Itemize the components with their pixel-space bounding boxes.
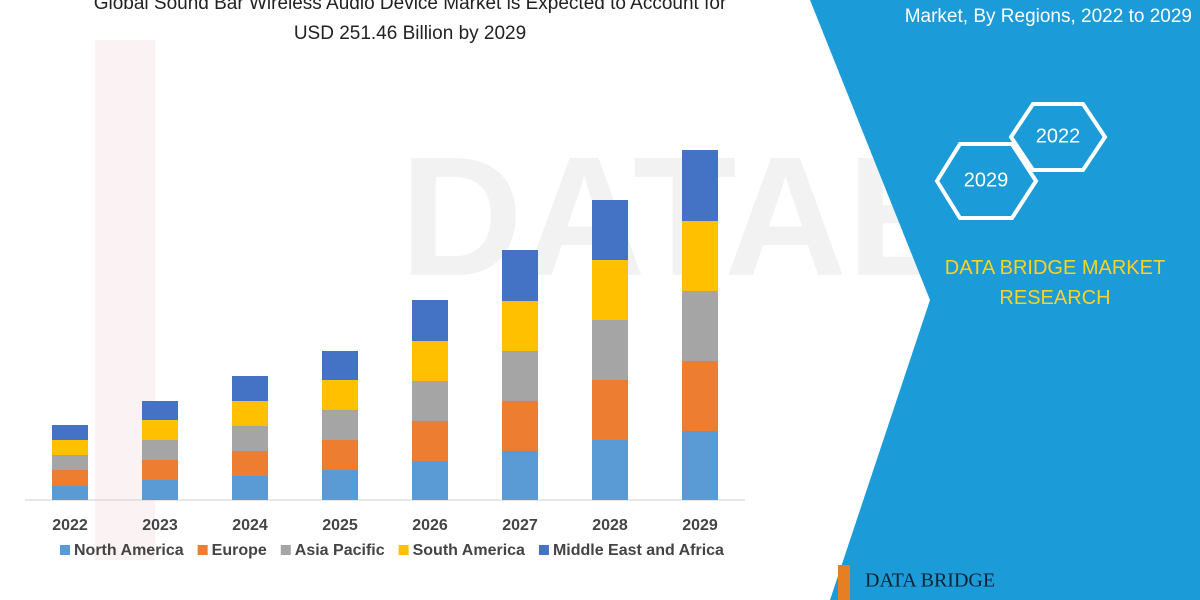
bar-segment <box>502 401 538 451</box>
bar-segment <box>412 300 448 341</box>
brand-box: DATA BRIDGE MARKET RESEARCH <box>944 257 1166 309</box>
side-title-box: Global Sound Bar Wireless Audio Device M… <box>848 0 1192 27</box>
hexagon <box>934 142 1039 220</box>
bar-segment <box>502 451 538 500</box>
bar-segment <box>232 401 268 426</box>
bar-segment <box>52 470 88 486</box>
bar-segment <box>502 351 538 401</box>
legend-label: South America <box>413 542 525 559</box>
side-panel <box>810 0 1200 600</box>
bar-segment <box>502 250 538 301</box>
x-tick-label: 2025 <box>322 517 358 534</box>
legend-label: Asia Pacific <box>295 542 385 559</box>
bar-segment <box>322 351 358 380</box>
bar-segment <box>682 221 718 291</box>
bar-segment <box>412 461 448 500</box>
x-tick-label: 2029 <box>682 517 718 534</box>
chart-title: Global Sound Bar Wireless Audio Device M… <box>94 0 727 14</box>
bar-segment <box>412 341 448 381</box>
bar-segment <box>322 440 358 470</box>
bar-segment <box>592 380 628 440</box>
bar-segment <box>682 431 718 500</box>
legend-label: Europe <box>212 542 267 559</box>
x-tick-label: 2028 <box>592 517 628 534</box>
bar-segment <box>232 451 268 476</box>
bar-segment <box>142 401 178 420</box>
bar-segment <box>682 361 718 431</box>
bar-segment <box>142 440 178 460</box>
bar-segment <box>592 440 628 500</box>
bar-segment <box>502 301 538 351</box>
bar-segment <box>592 260 628 320</box>
logo-text: DATA BRIDGE <box>865 570 995 592</box>
bar-segment <box>412 421 448 461</box>
legend-swatch <box>60 545 70 555</box>
legend-label: Middle East and Africa <box>553 542 724 559</box>
bar-segment <box>232 426 268 451</box>
bar-segment <box>682 291 718 361</box>
logo-mark <box>838 565 850 600</box>
bar-segment <box>322 470 358 500</box>
legend-swatch <box>280 545 291 555</box>
bar-segment <box>142 420 178 440</box>
x-tick-label: 2026 <box>412 517 448 534</box>
bar-segment <box>52 486 88 500</box>
brand: DATA BRIDGE MARKET RESEARCH <box>944 257 1166 309</box>
bar-segment <box>142 460 178 480</box>
x-tick-label: 2023 <box>142 517 178 534</box>
legend-swatch <box>197 545 208 555</box>
side-title: Global Sound Bar Wireless Audio Device M… <box>848 0 1192 27</box>
x-tick-label: 2027 <box>502 517 538 534</box>
bar-segment <box>682 150 718 221</box>
bar-segment <box>232 376 268 401</box>
bar-segment <box>52 455 88 470</box>
hexagon <box>1008 102 1108 172</box>
bar-segment <box>142 480 178 500</box>
bar-segment <box>592 320 628 380</box>
bar-segment <box>412 381 448 421</box>
bar-segment <box>52 425 88 440</box>
chart-subtitle: USD 251.46 Billion by 2029 <box>294 23 526 44</box>
bar-segment <box>322 410 358 440</box>
legend-swatch <box>538 545 549 555</box>
bar-segment <box>232 476 268 500</box>
hexagon-label: 2022 <box>1036 125 1081 147</box>
bar-segment <box>322 380 358 410</box>
legend-label: North America <box>74 542 184 559</box>
hexagon-label: 2029 <box>964 169 1009 191</box>
bar-segment <box>592 200 628 260</box>
legend-swatch <box>398 545 409 555</box>
x-tick-label: 2024 <box>232 517 268 534</box>
bar-segment <box>52 440 88 455</box>
x-tick-label: 2022 <box>52 517 88 534</box>
